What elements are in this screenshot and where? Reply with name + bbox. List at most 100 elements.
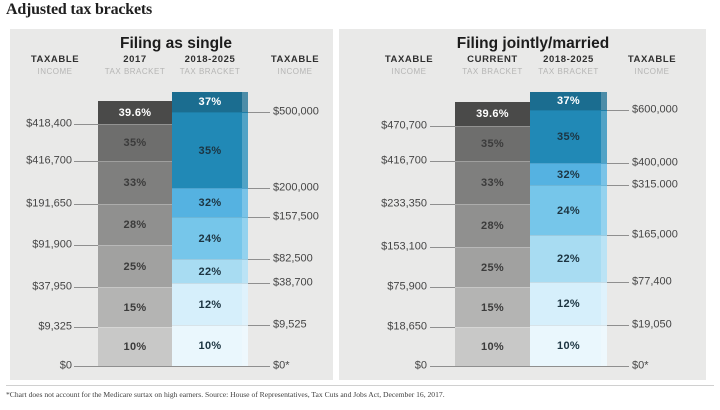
tax-bracket-segment: 15% <box>98 287 172 327</box>
connector-line <box>248 325 270 326</box>
income-threshold-label: $18,650 <box>387 320 427 333</box>
income-threshold-label: $9,525 <box>273 318 307 331</box>
connector-line <box>430 247 455 248</box>
column-header-new: 2018-2025 TAX BRACKET <box>509 55 629 76</box>
column-header-label: TAXABLE <box>627 54 677 65</box>
tax-bracket-segment: 33% <box>455 161 530 204</box>
income-threshold-label: $37,950 <box>32 280 72 293</box>
connector-line <box>74 124 98 125</box>
tax-bracket-segment: 32% <box>530 163 607 185</box>
tax-bracket-segment: 37% <box>172 92 248 112</box>
tax-bracket-segment: 35% <box>98 124 172 161</box>
connector-line <box>248 259 270 260</box>
tax-bracket-segment: 10% <box>172 325 248 366</box>
column-header-sublabel: TAX BRACKET <box>104 66 166 76</box>
income-threshold-label: $9,325 <box>38 320 72 333</box>
column-header-label: 2018-2025 <box>543 54 594 65</box>
income-threshold-label: $0* <box>632 359 649 372</box>
income-threshold-label: $157,500 <box>273 210 319 223</box>
income-threshold-label: $0 <box>59 359 72 372</box>
income-threshold-label: $38,700 <box>273 276 313 289</box>
connector-line <box>430 126 455 127</box>
column-header-label: 2018-2025 <box>184 54 236 65</box>
income-threshold-label: $315.000 <box>632 178 678 191</box>
income-threshold-label: $418,400 <box>26 117 72 130</box>
tax-bracket-segment: 15% <box>455 287 530 327</box>
tax-bracket-segment: 10% <box>98 327 172 366</box>
income-threshold-label: $191,650 <box>26 197 72 210</box>
tax-bracket-segment: 39.6% <box>98 101 172 124</box>
income-threshold-label: $19,050 <box>632 318 672 331</box>
tax-bracket-segment: 35% <box>530 110 607 163</box>
tax-bracket-segment: 22% <box>172 259 248 283</box>
income-threshold-label: $416,700 <box>381 154 427 167</box>
connector-line <box>74 287 98 288</box>
column-header-label: TAXABLE <box>384 54 434 65</box>
axis-header-right: TAXABLE INCOME <box>235 55 355 76</box>
column-header-sublabel: INCOME <box>277 66 313 76</box>
tax-bracket-segment: 39.6% <box>455 102 530 126</box>
column-header-label: 2017 <box>123 54 147 65</box>
income-threshold-label: $0* <box>273 359 290 372</box>
column-header-new: 2018-2025 TAX BRACKET <box>150 55 270 76</box>
tax-bracket-segment: 25% <box>455 247 530 287</box>
connector-line <box>74 366 270 367</box>
column-header-sublabel: TAX BRACKET <box>538 66 599 76</box>
tax-bracket-segment: 10% <box>455 327 530 366</box>
tax-bracket-segment: 35% <box>172 112 248 188</box>
column-header-sublabel: TAX BRACKET <box>462 66 523 76</box>
income-threshold-label: $500,000 <box>273 105 319 118</box>
connector-line <box>248 112 270 113</box>
connector-line <box>74 327 98 328</box>
tax-bracket-segment: 28% <box>455 204 530 247</box>
connector-line <box>74 161 98 162</box>
tax-bracket-segment: 24% <box>530 185 607 235</box>
page-title: Adjusted tax brackets <box>6 1 153 18</box>
tax-bracket-segment: 12% <box>172 283 248 325</box>
connector-line <box>607 110 629 111</box>
footer-divider <box>6 385 714 386</box>
connector-line <box>607 235 629 236</box>
income-threshold-label: $75,900 <box>387 280 427 293</box>
connector-line <box>607 282 629 283</box>
connector-line <box>607 185 629 186</box>
connector-line <box>248 188 270 189</box>
panel-filing-single: Filing as single TAXABLE INCOME 2017 TAX BR… <box>10 29 333 380</box>
column-header-sublabel: INCOME <box>391 66 427 76</box>
income-threshold-label: $82,500 <box>273 252 313 265</box>
connector-line <box>607 163 629 164</box>
column-header-old: CURRENT TAX BRACKET <box>433 55 553 76</box>
connector-line <box>74 245 98 246</box>
axis-header-left: TAXABLE INCOME <box>0 55 115 76</box>
footnote-text: *Chart does not account for the Medicare… <box>6 390 445 399</box>
column-header-sublabel: TAX BRACKET <box>179 66 241 76</box>
tax-bracket-segment: 28% <box>98 204 172 245</box>
column-header-sublabel: INCOME <box>634 66 670 76</box>
income-threshold-label: $200,000 <box>273 181 319 194</box>
income-threshold-label: $233,350 <box>381 197 427 210</box>
tax-bracket-segment: 32% <box>172 188 248 217</box>
connector-line <box>607 325 629 326</box>
column-header-label: TAXABLE <box>270 54 320 65</box>
axis-header-right: TAXABLE INCOME <box>592 55 712 76</box>
connector-line <box>430 327 455 328</box>
income-threshold-label: $77,400 <box>632 275 672 288</box>
axis-header-left: TAXABLE INCOME <box>349 55 469 76</box>
connector-line <box>248 283 270 284</box>
tax-bracket-segment: 25% <box>98 245 172 287</box>
panel-filing-jointly: Filing jointly/married TAXABLE INCOME CURR… <box>339 29 706 380</box>
panel-title-single: Filing as single <box>120 35 232 52</box>
tax-bracket-segment: 37% <box>530 92 607 110</box>
connector-line <box>74 204 98 205</box>
tax-bracket-segment: 12% <box>530 282 607 325</box>
column-header-label: TAXABLE <box>30 54 80 65</box>
income-threshold-label: $0 <box>414 359 427 372</box>
income-threshold-label: $470,700 <box>381 119 427 132</box>
connector-line <box>430 366 629 367</box>
panel-title-jointly: Filing jointly/married <box>456 35 610 52</box>
column-header-label: CURRENT <box>467 54 518 65</box>
tax-bracket-segment: 33% <box>98 161 172 204</box>
income-threshold-label: $400,000 <box>632 156 678 169</box>
income-threshold-label: $600,000 <box>632 103 678 116</box>
